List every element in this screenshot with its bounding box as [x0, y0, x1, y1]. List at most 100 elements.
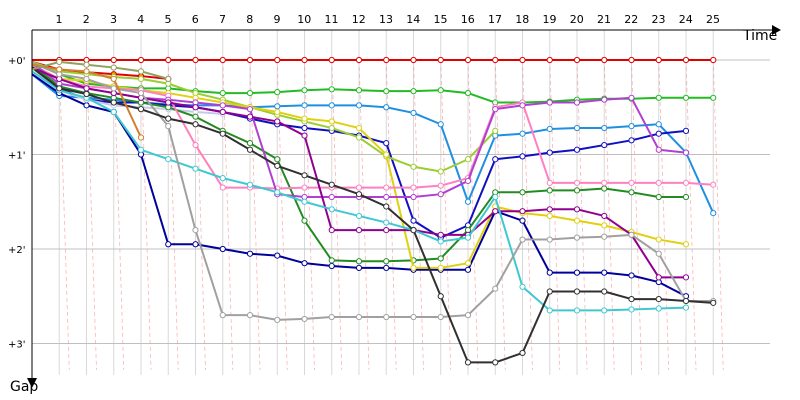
x-tick-label: 25: [706, 13, 720, 26]
data-point: [655, 295, 662, 303]
x-tick-labels: 1 2 3 4 5 6 7 8 9 10 11 12 13 14 15 16 17 18 19 20 21 22 23 24 2…: [56, 13, 721, 26]
data-point: [137, 75, 145, 83]
x-axis-title: Time: [742, 28, 777, 44]
data-point: [519, 130, 526, 137]
data-point: [383, 56, 390, 64]
data-point: [410, 217, 417, 224]
data-point: [274, 89, 281, 96]
data-point: [710, 94, 717, 101]
data-point: [192, 227, 199, 234]
connector-dash: [304, 59, 315, 371]
x-tick-label: 18: [515, 13, 529, 26]
x-tick-label: 13: [379, 13, 393, 26]
data-point: [464, 198, 472, 205]
data-point: [682, 304, 690, 311]
data-point: [301, 184, 308, 191]
y-axis-title: Gap: [10, 379, 38, 395]
data-point: [437, 87, 444, 94]
data-point: [601, 96, 608, 103]
data-point: [355, 184, 363, 191]
data-point: [573, 146, 581, 153]
data-point: [546, 288, 553, 295]
connector-dash: [658, 59, 670, 371]
data-point: [301, 260, 308, 267]
data-point: [437, 168, 444, 175]
data-point: [83, 68, 90, 75]
connector-dash: [331, 59, 343, 371]
data-point: [464, 359, 472, 366]
data-point: [546, 236, 553, 243]
x-tick-label: 6: [192, 13, 199, 26]
data-point: [628, 123, 635, 130]
data-point: [83, 102, 90, 109]
data-point: [546, 206, 553, 213]
series-line: [31, 63, 714, 190]
data-point: [437, 191, 444, 198]
data-point: [519, 236, 526, 243]
data-point: [628, 272, 635, 279]
data-point: [682, 56, 690, 64]
x-tick-label: 14: [406, 13, 420, 26]
data-point: [410, 163, 417, 170]
data-point: [573, 288, 581, 295]
data-point: [192, 121, 199, 128]
data-point: [682, 94, 690, 101]
data-point: [546, 149, 553, 156]
data-point: [573, 206, 581, 213]
data-point: [710, 299, 717, 306]
data-point: [437, 293, 444, 300]
data-point: [437, 231, 444, 238]
data-point: [328, 193, 335, 201]
data-point: [328, 262, 335, 270]
data-point: [219, 245, 226, 253]
data-point: [56, 85, 63, 92]
data-point: [192, 241, 199, 248]
data-point: [246, 181, 254, 188]
data-point: [192, 56, 199, 64]
data-point: [628, 189, 635, 196]
data-point: [437, 255, 444, 262]
data-point: [110, 85, 117, 92]
y-axis-arrow: [27, 378, 37, 388]
data-point: [328, 313, 335, 321]
data-point: [464, 266, 472, 273]
data-point: [601, 179, 608, 186]
data-point: [492, 285, 499, 292]
data-point: [301, 124, 308, 132]
x-tick-label: 3: [110, 13, 117, 26]
data-point: [328, 56, 335, 64]
y-tick-label: +2': [8, 245, 26, 256]
data-point: [573, 187, 581, 194]
data-point: [355, 102, 363, 109]
connector-dash: [522, 59, 533, 371]
data-point: [546, 125, 553, 133]
data-point: [219, 108, 226, 116]
data-point: [328, 181, 335, 188]
x-tick-label: 1: [56, 13, 63, 26]
data-point: [601, 233, 608, 240]
data-point: [573, 124, 581, 132]
data-point: [437, 264, 444, 271]
data-point: [519, 208, 526, 215]
data-point: [464, 260, 472, 267]
data-point: [383, 151, 390, 158]
data-point: [110, 56, 117, 64]
data-point: [219, 175, 226, 182]
data-point: [328, 257, 335, 264]
data-point: [383, 219, 390, 226]
x-tick-label: 10: [297, 13, 311, 26]
data-point: [328, 102, 335, 109]
data-point: [710, 181, 717, 188]
data-point: [601, 56, 608, 64]
data-point: [246, 106, 254, 113]
data-point: [383, 227, 390, 234]
data-point: [246, 146, 254, 153]
data-point: [219, 184, 226, 191]
data-point: [601, 269, 608, 276]
data-point: [655, 130, 662, 137]
data-point: [301, 87, 308, 94]
data-point: [710, 56, 717, 64]
data-point: [601, 288, 608, 295]
x-tick-label: 21: [597, 13, 611, 26]
